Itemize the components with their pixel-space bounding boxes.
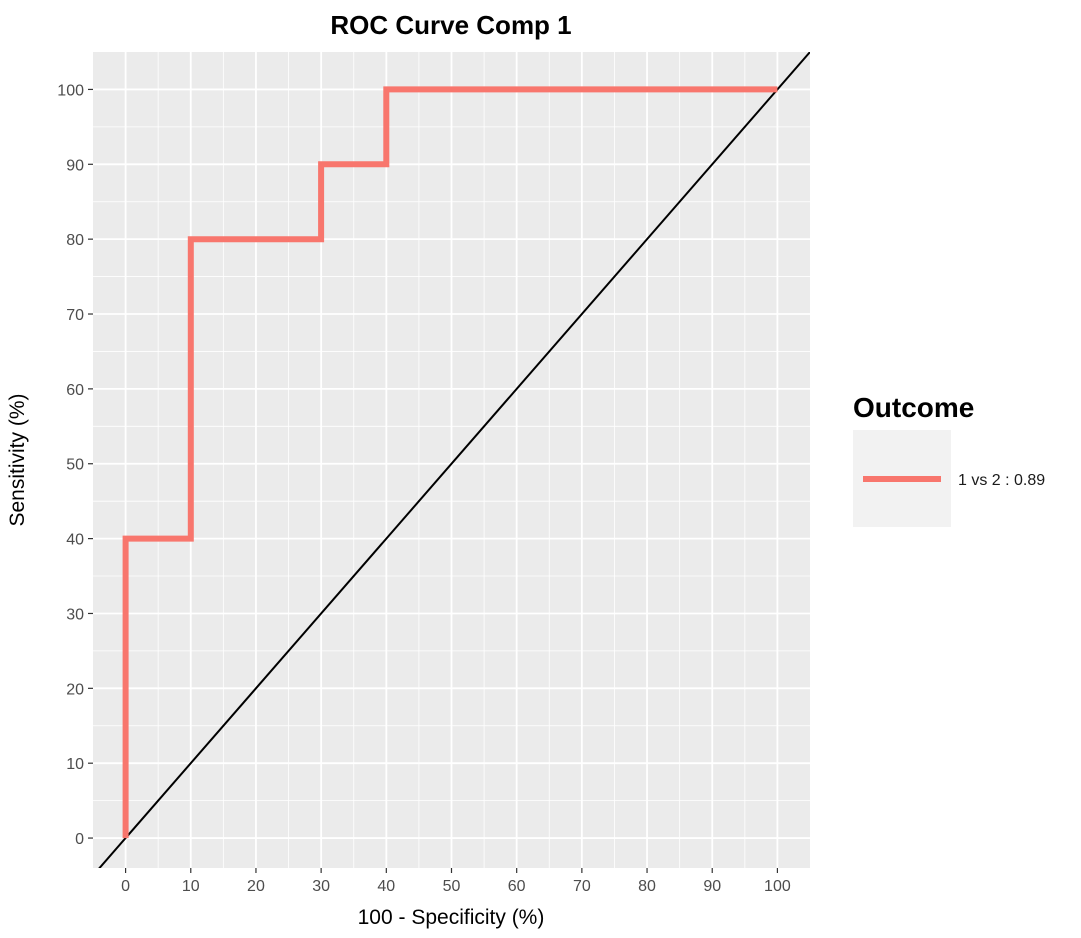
legend-title: Outcome	[853, 392, 974, 423]
reference-diagonal-line	[98, 52, 810, 868]
y-tick-label: 90	[66, 157, 84, 174]
y-tick-label: 20	[66, 681, 84, 698]
y-tick-label: 30	[66, 606, 84, 623]
x-tick-label: 40	[377, 878, 395, 895]
chart-title: ROC Curve Comp 1	[330, 10, 571, 40]
legend: Outcome 1 vs 2 : 0.89	[853, 392, 1045, 527]
y-tick-label: 40	[66, 532, 84, 549]
roc-series-line	[122, 86, 778, 839]
series-layer	[122, 86, 778, 839]
x-tick-label: 50	[443, 878, 461, 895]
y-tick-label: 10	[66, 756, 84, 773]
y-axis: 0 10 20 30 40 50 60 70 80 90 100	[57, 82, 93, 848]
y-tick-label: 100	[57, 82, 84, 99]
x-axis: 0 10 20 30 40 50 60 70 80 90 100	[121, 868, 791, 895]
x-tick-label: 60	[508, 878, 526, 895]
x-axis-title: 100 - Specificity (%)	[358, 906, 545, 929]
x-tick-label: 70	[573, 878, 591, 895]
x-tick-label: 30	[312, 878, 330, 895]
y-tick-label: 80	[66, 232, 84, 249]
x-tick-label: 90	[703, 878, 721, 895]
x-tick-label: 20	[247, 878, 265, 895]
y-tick-label: 60	[66, 382, 84, 399]
y-tick-label: 0	[75, 831, 84, 848]
x-tick-label: 80	[638, 878, 656, 895]
legend-entry-label: 1 vs 2 : 0.89	[958, 472, 1045, 489]
x-tick-label: 0	[121, 878, 130, 895]
y-tick-label: 70	[66, 307, 84, 324]
y-tick-label: 50	[66, 457, 84, 474]
y-axis-title: Sensitivity (%)	[6, 393, 29, 526]
x-tick-label: 10	[182, 878, 200, 895]
x-tick-label: 100	[764, 878, 791, 895]
